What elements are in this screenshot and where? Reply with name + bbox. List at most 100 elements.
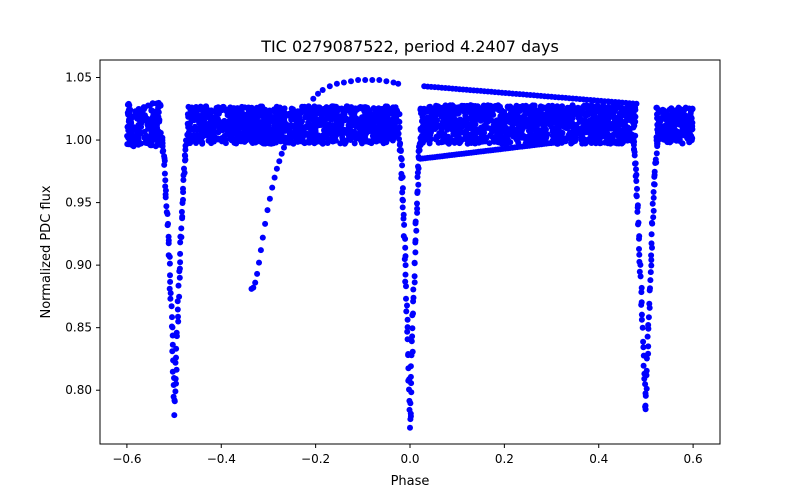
baseline-point [225, 124, 231, 131]
baseline-point [153, 136, 160, 143]
baseline-point [341, 138, 348, 145]
baseline-point [419, 106, 426, 113]
baseline-point [630, 120, 637, 126]
eclipse-point [404, 324, 411, 331]
baseline-point [233, 136, 240, 143]
baseline-point [184, 131, 191, 138]
eclipse-point [171, 412, 178, 419]
eclipse-point [167, 272, 173, 279]
baseline-point [685, 136, 691, 143]
baseline-point [276, 110, 282, 117]
baseline-point [211, 121, 218, 128]
eclipse-point [407, 424, 413, 431]
eclipse-point [634, 208, 641, 215]
arc-point [369, 77, 376, 83]
baseline-point [148, 132, 155, 139]
baseline-point [453, 120, 460, 127]
baseline-point [125, 134, 132, 141]
baseline-point [382, 103, 389, 110]
eclipse-point [654, 140, 661, 147]
baseline-point [535, 133, 542, 140]
baseline-point [563, 125, 570, 132]
baseline-point [445, 106, 452, 113]
eclipse-point [643, 385, 650, 392]
baseline-point [244, 111, 251, 118]
eclipse-point [632, 160, 638, 167]
baseline-point [351, 140, 358, 147]
baseline-point [305, 114, 312, 121]
baseline-point [574, 130, 581, 137]
eclipse-point [398, 155, 404, 161]
baseline-point [532, 126, 539, 133]
baseline-point [432, 118, 439, 125]
eclipse-point [414, 205, 421, 212]
eclipse-point [634, 185, 640, 192]
baseline-point [127, 116, 134, 122]
baseline-point [234, 105, 241, 112]
eclipse-point [414, 188, 421, 195]
y-axis-label: Normalized PDC flux [39, 185, 54, 318]
trail-point [266, 195, 273, 202]
eclipse-point [649, 244, 655, 251]
eclipse-point [653, 150, 660, 157]
baseline-point [200, 126, 207, 133]
eclipse-point [401, 221, 408, 228]
baseline-point [439, 113, 445, 120]
baseline-point [601, 117, 608, 124]
baseline-point [614, 122, 621, 129]
baseline-point [662, 108, 669, 115]
baseline-point [273, 103, 280, 110]
baseline-point [356, 130, 363, 137]
eclipse-point [412, 237, 419, 244]
eclipse-point [402, 235, 409, 242]
baseline-point [242, 131, 249, 138]
eclipse-point [643, 355, 650, 362]
eclipse-point [647, 269, 654, 276]
baseline-point [208, 140, 215, 147]
eclipse-point [636, 246, 642, 252]
eclipse-point [400, 215, 407, 222]
eclipse-point [397, 140, 404, 147]
eclipse-point [177, 233, 184, 240]
baseline-point [261, 109, 268, 116]
baseline-point [311, 103, 318, 110]
baseline-point [425, 117, 432, 124]
baseline-point [427, 122, 433, 129]
eclipse-point [407, 400, 414, 407]
baseline-point [272, 117, 278, 124]
eclipse-point [175, 282, 182, 289]
baseline-point [395, 130, 402, 137]
baseline-point [353, 135, 360, 142]
arc-point [355, 77, 362, 83]
eclipse-point [649, 200, 656, 207]
eclipse-point [402, 244, 409, 251]
y-tick-label: 0.80 [65, 383, 92, 397]
eclipse-point [648, 262, 655, 269]
baseline-point [289, 110, 296, 116]
trail-point [259, 234, 266, 241]
baseline-point [491, 135, 498, 142]
y-tick-label: 1.05 [65, 71, 92, 85]
baseline-point [241, 118, 248, 125]
baseline-point [530, 135, 537, 142]
baseline-point [316, 119, 323, 126]
eclipse-point [642, 403, 649, 410]
eclipse-point [411, 279, 418, 286]
baseline-point [676, 133, 682, 140]
baseline-point [619, 135, 626, 142]
eclipse-point [409, 348, 416, 355]
baseline-point [312, 128, 319, 135]
baseline-point [274, 124, 280, 131]
baseline-point [260, 127, 267, 134]
eclipse-point [177, 259, 184, 266]
eclipse-point [403, 308, 410, 315]
baseline-point [569, 102, 576, 109]
baseline-point [428, 105, 435, 112]
baseline-point [505, 113, 512, 119]
arc-point [305, 103, 312, 110]
baseline-point [452, 104, 459, 111]
baseline-point [282, 113, 288, 120]
x-tick-label: 0.0 [400, 452, 419, 466]
baseline-point [497, 123, 504, 130]
eclipse-point [644, 333, 651, 340]
